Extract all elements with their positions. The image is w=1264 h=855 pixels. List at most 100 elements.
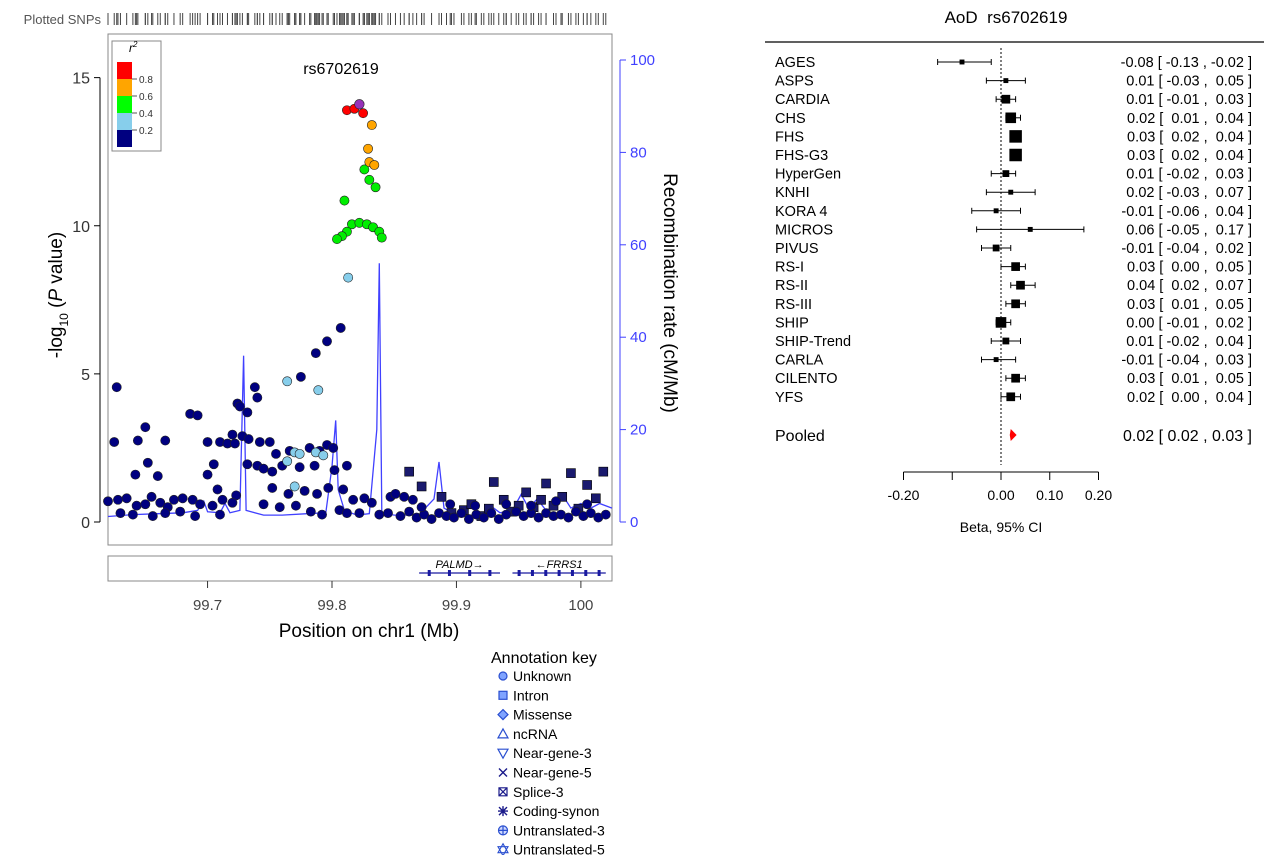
snp-point	[103, 496, 113, 507]
forest-estimate-label: -0.01 [ -0.06 , 0.04 ]	[1121, 204, 1252, 220]
forest-rows: AGES -0.08 [ -0.13 , -0.02 ] ASPS 0.01 [ -0…	[775, 48, 1252, 465]
snp-point	[243, 434, 254, 444]
snp-point	[342, 508, 352, 519]
gene-exon	[530, 570, 534, 576]
forest-point	[1003, 78, 1009, 84]
forest-estimate-label: 0.03 [ 0.00 , 0.05 ]	[1127, 260, 1252, 276]
circle-icon-shape	[498, 671, 508, 681]
forest-point	[995, 317, 1007, 328]
forest-estimate-label: 0.02 [ 0.01 , 0.04 ]	[1127, 111, 1252, 127]
r2-legend-label: 0.6	[139, 92, 153, 103]
forest-x-tick-label: -0.20	[888, 487, 920, 503]
forest-x-label: Beta, 95% CI	[960, 519, 1043, 535]
annotation-key-label: Missense	[513, 707, 572, 723]
snp-point	[299, 485, 310, 496]
snp-point	[160, 508, 171, 519]
snp-point	[212, 484, 223, 495]
snp-point	[354, 508, 365, 519]
forest-study-name: KORA 4	[775, 204, 827, 220]
snp-point	[130, 469, 141, 480]
snp-point	[258, 463, 269, 474]
triangle-up-icon	[496, 727, 510, 739]
r2-legend: r2 0.8 0.6 0.4 0.2	[111, 40, 162, 152]
r2-legend-swatch	[117, 79, 132, 96]
snp-point	[283, 488, 294, 499]
forest-study-name: FHS-G3	[775, 148, 828, 164]
snp-point	[318, 450, 329, 461]
snp-intron-point	[416, 481, 427, 492]
forest-estimate-label: 0.03 [ 0.01 , 0.05 ]	[1127, 297, 1252, 313]
gene-exon	[570, 570, 574, 576]
y2-tick-label: 0	[630, 514, 638, 531]
snp-point	[359, 164, 370, 175]
forest-study-name: CHS	[775, 111, 806, 127]
snp-point	[328, 443, 339, 453]
gene-exon	[584, 570, 588, 576]
snp-point	[152, 471, 163, 481]
forest-point	[993, 208, 999, 214]
forest-study-name: SHIP	[775, 315, 809, 331]
snp-intron-point	[521, 487, 531, 498]
snp-point	[501, 499, 512, 510]
snp-point	[294, 448, 305, 459]
snp-point	[252, 392, 263, 403]
gene-exon	[544, 570, 548, 576]
asterisk-icon-shape	[498, 806, 508, 817]
y2-tick-label: 100	[630, 52, 655, 69]
forest-study-name: MICROS	[775, 222, 833, 238]
triangle-down-icon-shape	[496, 748, 510, 760]
snp-point	[416, 502, 427, 513]
snp-point	[177, 493, 188, 504]
forest-estimate-label: 0.02 [ 0.00 , 0.04 ]	[1127, 390, 1252, 406]
gene-track: PALMD→ ←FRRS1	[419, 559, 606, 576]
snp-point	[600, 509, 611, 520]
forest-study-name: RS-III	[775, 297, 812, 313]
snp-point	[305, 506, 316, 517]
recombination-line	[107, 263, 613, 518]
snp-point	[230, 438, 240, 449]
forest-x-tick-label: 0.20	[1085, 487, 1112, 503]
lead-snp-point	[354, 99, 365, 110]
snp-intron-point	[404, 466, 414, 477]
gene-name: PALMD→	[436, 559, 484, 571]
forest-estimate-label: 0.01 [ -0.02 , 0.04 ]	[1126, 334, 1252, 350]
forest-study-name: CARLA	[775, 353, 824, 369]
forest-study-name: CILENTO	[775, 371, 838, 387]
snp-point	[309, 460, 320, 471]
snp-point	[366, 120, 377, 130]
snp-point	[258, 499, 269, 510]
forest-pooled-label: 0.02 [ 0.02 , 0.03 ]	[1123, 428, 1252, 445]
diamond-icon	[497, 708, 509, 721]
snp-point	[374, 509, 385, 520]
forest-point	[1009, 130, 1022, 143]
annotation-key-label: Intron	[513, 687, 549, 703]
snp-point	[445, 499, 456, 510]
snp-point	[111, 382, 122, 393]
snp-point	[526, 500, 537, 511]
snp-point	[511, 506, 522, 517]
circle-plus-icon	[497, 825, 509, 836]
snp-point	[310, 348, 321, 359]
x-axis-label: Position on chr1 (Mb)	[279, 621, 460, 642]
snp-point	[274, 502, 285, 513]
forest-title: AoD rs6702619	[945, 8, 1068, 27]
r2-legend-swatch	[117, 96, 132, 113]
snp-point	[282, 376, 293, 387]
snp-point	[127, 509, 138, 520]
snp-point	[282, 456, 293, 467]
snp-point	[254, 437, 265, 447]
forest-point	[1011, 299, 1020, 309]
gene-exon	[557, 570, 561, 576]
snp-point	[493, 514, 504, 524]
annotation-key-title: Annotation key	[491, 650, 597, 667]
annotation-key-label: Coding-synon	[513, 803, 599, 819]
forest-study-name: HyperGen	[775, 167, 841, 183]
annotation-key-label: ncRNA	[513, 726, 558, 742]
snp-point	[140, 422, 151, 433]
x-tick-label: 100	[568, 597, 593, 614]
snp-point	[390, 488, 401, 499]
forest-estimate-label: 0.01 [ -0.03 , 0.05 ]	[1126, 74, 1252, 90]
snp-point	[295, 371, 306, 382]
square-icon	[498, 690, 508, 700]
snp-point	[470, 500, 481, 511]
